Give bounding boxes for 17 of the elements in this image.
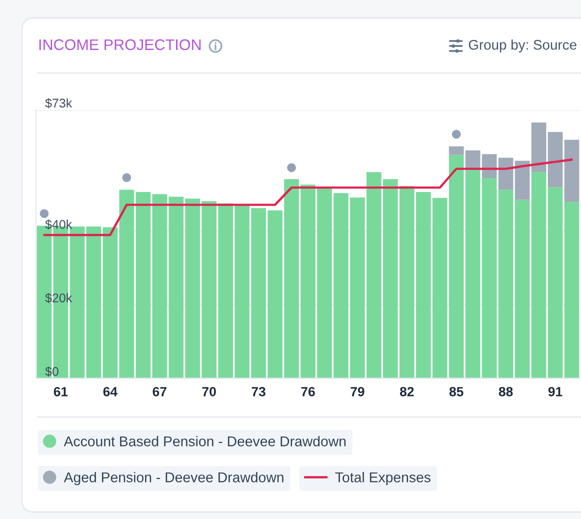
x-tick-label: 91	[548, 386, 562, 396]
x-tick-label: 61	[54, 386, 68, 396]
chart-title: INCOME PROJECTION	[39, 39, 201, 50]
x-tick-label: 70	[202, 386, 216, 396]
legend-label: Account Based Pension - Deevee Drawdown	[64, 436, 346, 446]
text: Group by: Source	[468, 40, 576, 52]
x-tick-label: 73	[252, 386, 266, 396]
x-tick-label: 85	[449, 386, 464, 396]
x-tick-label: 88	[498, 386, 513, 396]
x-tick-label: 67	[152, 386, 166, 396]
legend-label: Aged Pension - Deevee Drawdown	[64, 472, 284, 486]
y-tick-label: $73k	[45, 98, 72, 108]
x-tick-label: 76	[301, 386, 315, 396]
x-tick-label: 82	[400, 386, 414, 396]
x-tick-label: 79	[350, 386, 364, 396]
x-tick-label: 64	[103, 386, 118, 396]
legend-label: Total Expenses	[335, 472, 430, 486]
